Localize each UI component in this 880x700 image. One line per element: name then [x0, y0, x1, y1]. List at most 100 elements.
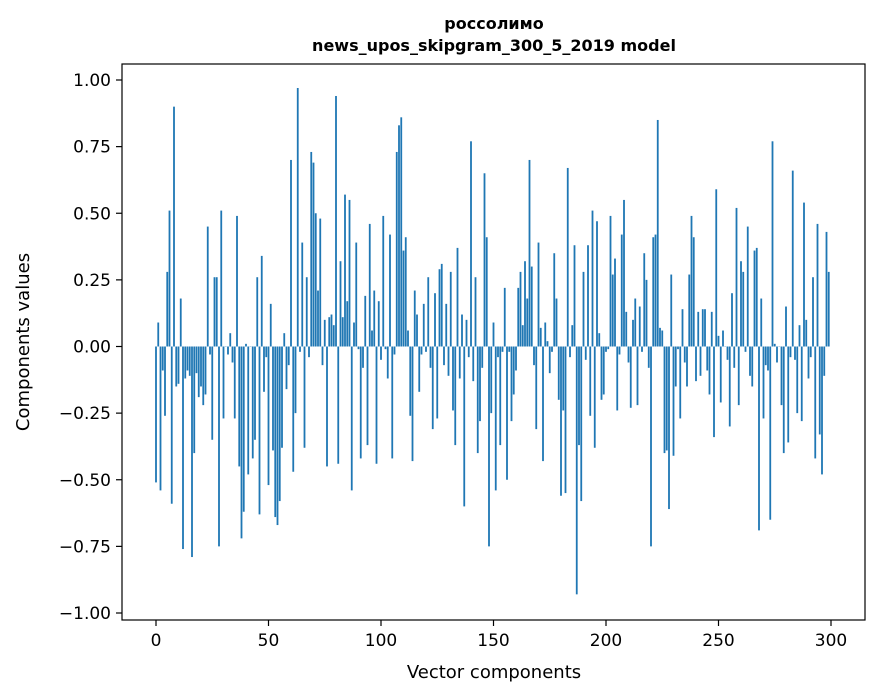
bar	[349, 200, 351, 347]
x-axis-label: Vector components	[407, 662, 581, 683]
bar	[774, 344, 776, 347]
bar	[407, 331, 409, 347]
bar	[668, 347, 670, 510]
bar	[216, 277, 218, 346]
bar	[801, 347, 803, 422]
bar	[659, 328, 661, 347]
bar	[688, 275, 690, 347]
bar	[661, 331, 663, 347]
bar	[522, 325, 524, 346]
bar	[268, 347, 270, 486]
bar	[315, 213, 317, 346]
bar	[328, 317, 330, 346]
bar	[643, 253, 645, 346]
bar	[587, 245, 589, 346]
bar	[787, 347, 789, 443]
bar	[612, 275, 614, 347]
y-tick-label: 1.00	[73, 71, 111, 91]
bar	[202, 347, 204, 406]
bar	[414, 291, 416, 347]
bar	[211, 347, 213, 440]
bar	[504, 288, 506, 347]
bar	[718, 336, 720, 347]
y-tick-label: 0.75	[73, 138, 111, 158]
bar	[574, 245, 576, 346]
bar	[214, 277, 216, 346]
bar	[529, 160, 531, 347]
bar	[189, 347, 191, 376]
bar	[324, 320, 326, 347]
bar	[362, 347, 364, 368]
bar	[335, 96, 337, 347]
bar	[416, 315, 418, 347]
bar	[452, 347, 454, 411]
y-axis: −1.00−0.75−0.50−0.250.000.250.500.751.00	[59, 71, 122, 624]
bar	[360, 347, 362, 459]
y-tick-label: 0.00	[73, 338, 111, 358]
bar	[283, 333, 285, 346]
bar	[270, 304, 272, 347]
bar	[526, 299, 528, 347]
bar	[641, 347, 643, 352]
x-tick-label: 150	[477, 631, 509, 651]
bar	[342, 317, 344, 346]
x-tick-label: 50	[258, 631, 280, 651]
bar	[369, 224, 371, 347]
bar	[468, 347, 470, 358]
bar	[279, 347, 281, 502]
bar	[481, 347, 483, 368]
bar	[488, 347, 490, 547]
bar	[486, 237, 488, 346]
bar	[524, 261, 526, 346]
bar	[562, 347, 564, 411]
bar	[607, 347, 609, 350]
bar	[245, 344, 247, 347]
bar	[436, 347, 438, 419]
bar	[817, 224, 819, 347]
bar	[205, 347, 207, 395]
bar	[184, 347, 186, 379]
bar	[409, 347, 411, 416]
bar	[558, 347, 560, 400]
x-tick-label: 200	[590, 631, 622, 651]
bar	[664, 347, 666, 454]
bar	[814, 347, 816, 459]
bar	[180, 299, 182, 347]
bar	[373, 291, 375, 347]
y-tick-label: −0.50	[59, 471, 111, 491]
bar	[238, 347, 240, 467]
bar	[670, 275, 672, 347]
bar	[301, 243, 303, 347]
bar	[391, 347, 393, 459]
bar	[155, 347, 157, 483]
bar	[637, 347, 639, 406]
bar	[709, 347, 711, 395]
bar	[727, 347, 729, 360]
bar	[803, 203, 805, 347]
bar	[533, 347, 535, 366]
bar	[454, 347, 456, 446]
bar	[805, 320, 807, 347]
x-tick-label: 300	[815, 631, 847, 651]
bar	[403, 251, 405, 347]
bar	[648, 347, 650, 368]
bar	[749, 347, 751, 376]
bar	[684, 347, 686, 363]
bar	[499, 347, 501, 446]
bar	[585, 347, 587, 360]
bar	[441, 264, 443, 347]
bar	[220, 211, 222, 347]
bar	[322, 347, 324, 366]
bar	[261, 256, 263, 347]
bar	[691, 216, 693, 347]
bar	[364, 296, 366, 347]
bar	[756, 248, 758, 347]
bar	[256, 277, 258, 346]
bar	[569, 347, 571, 358]
bar	[679, 347, 681, 419]
bar	[160, 347, 162, 491]
bar	[371, 331, 373, 347]
bar	[259, 347, 261, 515]
bar	[630, 347, 632, 408]
bar	[387, 347, 389, 379]
